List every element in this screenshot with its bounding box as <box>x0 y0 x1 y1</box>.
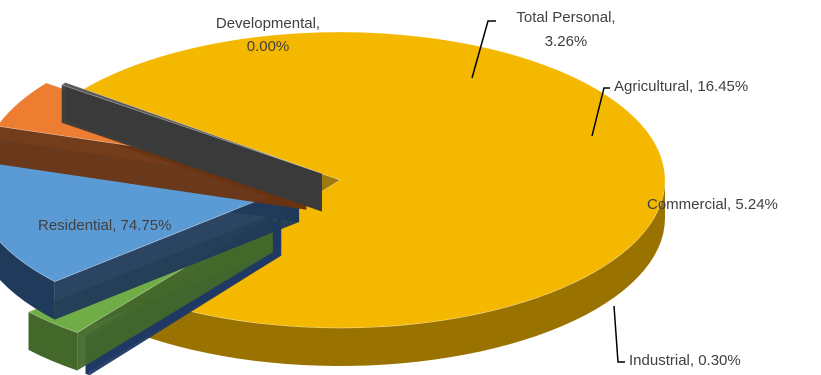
leader-total-personal <box>471 20 496 79</box>
pie-slice-industrial <box>61 82 322 212</box>
leader-industrial <box>613 305 625 363</box>
pie-slices <box>0 31 666 375</box>
label-developmental-line1: Developmental, <box>216 15 320 32</box>
label-total-personal-line1: Total Personal, <box>516 9 615 26</box>
pie-cut-commercial <box>0 126 307 210</box>
label-industrial: Industrial, 0.30% <box>629 352 741 369</box>
label-total-personal-line2: 3.26% <box>545 33 588 50</box>
label-developmental-line2: 0.00% <box>247 38 290 55</box>
pie-top-industrial <box>61 82 322 174</box>
label-agricultural: Agricultural, 16.45% <box>614 78 748 95</box>
pie-labels: Residential, 74.75% Developmental, 0.00%… <box>38 9 778 369</box>
label-commercial: Commercial, 5.24% <box>647 196 778 213</box>
pie-side-residential <box>148 180 665 366</box>
pie-cut-industrial <box>65 82 322 212</box>
pie-cut-agricultural <box>54 183 300 320</box>
label-residential: Residential, 74.75% <box>38 217 171 234</box>
pie-side-agricultural <box>0 241 55 320</box>
leader-agricultural <box>591 87 610 137</box>
